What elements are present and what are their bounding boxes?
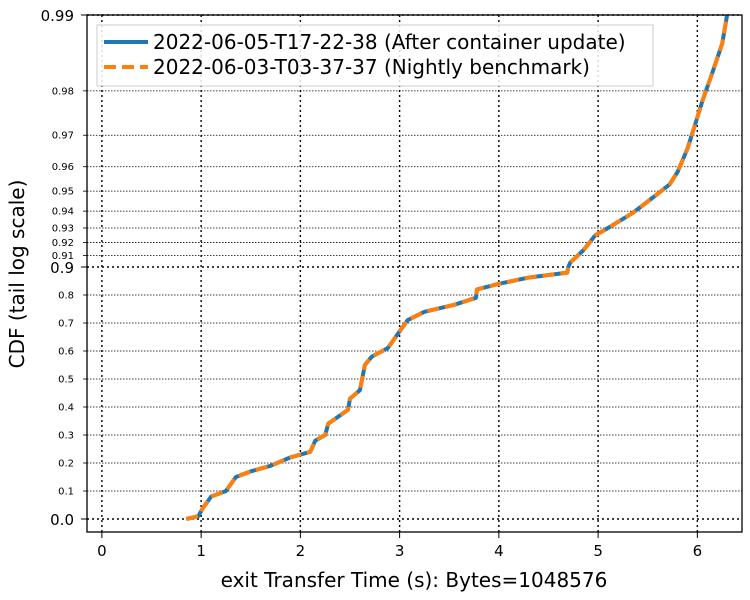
y-axis-label: CDF (tail log scale) bbox=[5, 180, 29, 369]
y-minor-tick-label: 0.4 bbox=[58, 403, 74, 414]
y-minor-tick-label: 0.97 bbox=[52, 131, 74, 142]
y-minor-tick-label: 0.94 bbox=[52, 207, 74, 218]
x-tick-label: 1 bbox=[196, 542, 206, 560]
x-tick-label: 3 bbox=[395, 542, 405, 560]
y-minor-tick-label: 0.8 bbox=[58, 291, 74, 302]
series-lines bbox=[185, 14, 730, 521]
y-major-tick-label: 0.9 bbox=[50, 259, 74, 277]
legend: 2022-06-05-T17-22-38 (After container up… bbox=[96, 24, 654, 87]
y-minor-tick-label: 0.93 bbox=[52, 223, 74, 234]
x-tick-label: 4 bbox=[494, 542, 504, 560]
legend-label-series-1: 2022-06-05-T17-22-38 (After container up… bbox=[153, 30, 626, 54]
y-minor-tick-label: 0.92 bbox=[52, 238, 74, 249]
y-minor-tick-label: 0.6 bbox=[58, 347, 74, 358]
x-tick-label: 2 bbox=[296, 542, 306, 560]
y-minor-tick-label: 0.98 bbox=[52, 86, 74, 97]
legend-label-series-2: 2022-06-03-T03-37-37 (Nightly benchmark) bbox=[153, 55, 590, 79]
y-minor-tick-label: 0.5 bbox=[58, 375, 74, 386]
grid bbox=[87, 14, 742, 532]
y-minor-tick-label: 0.1 bbox=[58, 487, 74, 498]
series-line-2 bbox=[185, 14, 730, 521]
y-minor-tick-label: 0.96 bbox=[52, 162, 74, 173]
y-minor-tick-label: 0.91 bbox=[52, 251, 74, 262]
legend-box bbox=[96, 24, 654, 87]
y-minor-tick-label: 0.2 bbox=[58, 459, 74, 470]
y-minor-tick-label: 0.95 bbox=[52, 187, 74, 198]
y-minor-tick-label: 0.3 bbox=[58, 431, 74, 442]
y-major-tick-label: 0.0 bbox=[50, 511, 74, 529]
x-tick-label: 6 bbox=[693, 542, 703, 560]
y-minor-tick-label: 0.7 bbox=[58, 319, 74, 330]
y-major-tick-label: 0.99 bbox=[41, 7, 74, 25]
plot-frame bbox=[86, 14, 743, 533]
x-tick-label: 5 bbox=[593, 542, 603, 560]
axis-ticks: 0 1 2 3 4 5 6 0.0 0.9 0.99 0.1 0.2 0.3 0.4 0.5 0.6 0.7 0.… bbox=[41, 7, 703, 560]
x-tick-label: 0 bbox=[97, 542, 107, 560]
x-axis-label: exit Transfer Time (s): Bytes=1048576 bbox=[221, 568, 608, 592]
